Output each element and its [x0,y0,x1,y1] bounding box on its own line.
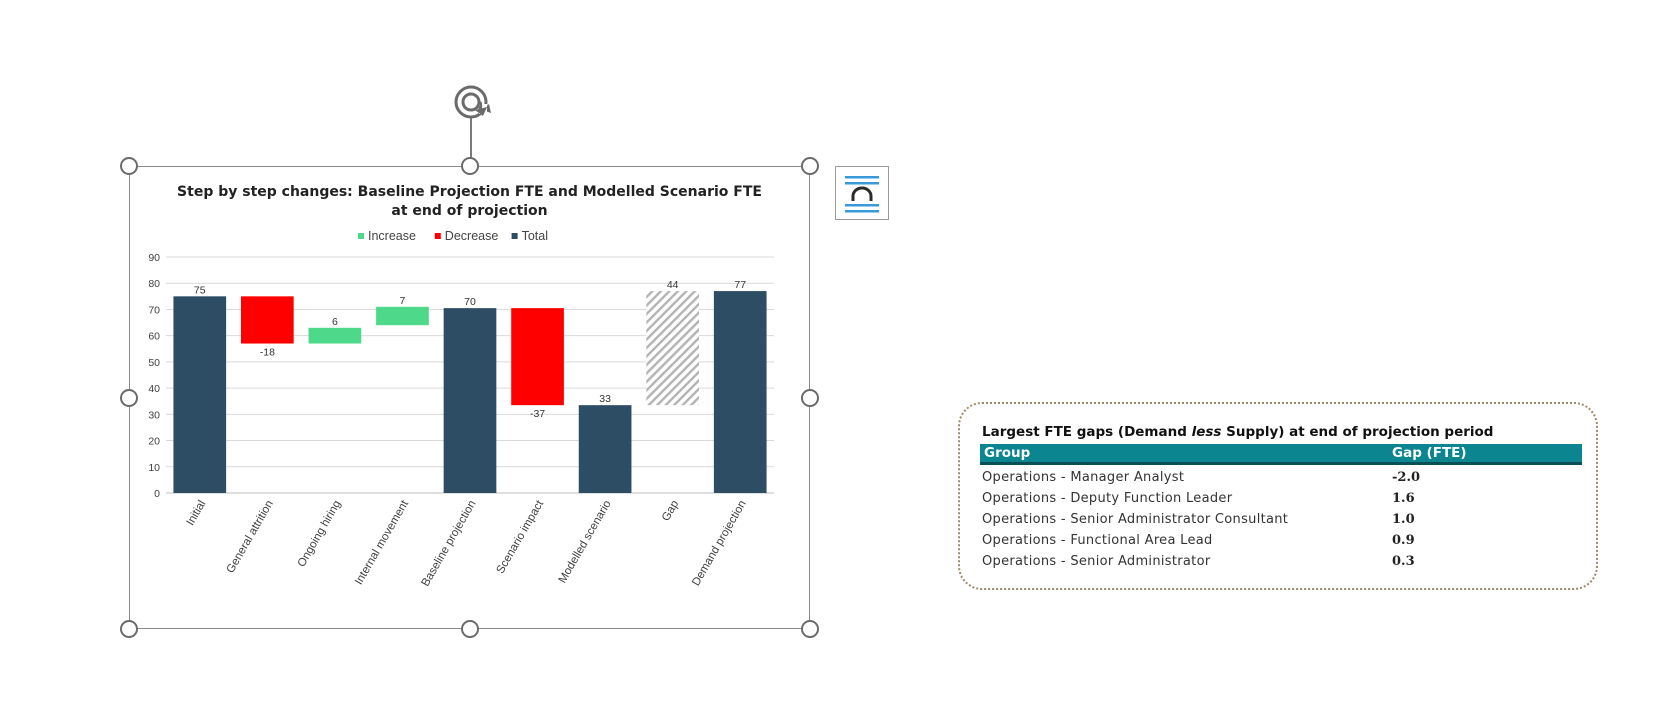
x-tick-label: Initial [185,499,209,528]
table-title-part-1: Largest FTE gaps (Demand [982,424,1192,440]
data-label: 7 [400,295,406,307]
table-row: Operations - Senior Administrator Consul… [980,510,1582,531]
waterfall-chart: Increase Decrease Total 0 10 20 30 40 50 60 70 80 90… [148,229,774,589]
y-tick-label: 60 [148,331,160,343]
chart-object[interactable]: Step by step changes: Baseline Projectio… [129,166,810,629]
table-row: Operations - Senior Administrator 0.3 [980,552,1582,573]
table-title: Largest FTE gaps (Demand less Supply) at… [982,424,1493,440]
y-tick-label: 50 [148,357,160,369]
resize-handle-left[interactable] [120,389,138,407]
y-tick-label: 90 [148,252,160,264]
column-header-gap: Gap (FTE) [1392,445,1467,461]
resize-handle-top[interactable] [461,157,479,175]
bar-general-attrition [240,296,294,344]
x-tick-label: Demand projection [690,499,749,589]
legend-label-decrease: Decrease [445,229,499,243]
layout-options-icon [845,176,879,213]
y-tick-label: 80 [148,278,160,290]
bar-baseline-projection [443,308,497,493]
legend-swatch-increase [358,233,364,239]
resize-handle-bottom[interactable] [461,620,479,638]
data-label: 44 [667,279,679,291]
data-label: 75 [194,284,206,296]
resize-handle-bottom-right[interactable] [801,620,819,638]
y-tick-label: 70 [148,304,160,316]
bar-scenario-impact [511,308,564,406]
chart-title-line-2: at end of projection [391,203,548,219]
x-tick-label: Scenario impact [495,498,547,576]
bar-demand-projection [713,291,767,493]
resize-handle-top-right[interactable] [801,157,819,175]
bar-gap [646,291,700,406]
resize-handle-top-left[interactable] [120,157,138,175]
y-tick-label: 0 [154,488,160,500]
table-title-italic: less [1191,424,1222,440]
table-row: Operations - Functional Area Lead 0.9 [980,531,1582,552]
row-gap: 1.6 [1392,491,1415,506]
bar-initial [173,296,227,493]
legend-swatch-total [511,233,518,239]
y-tick-label: 40 [148,383,160,395]
table-row: Operations - Manager Analyst -2.0 [980,468,1582,489]
table-row: Operations - Deputy Function Leader 1.6 [980,489,1582,510]
x-tick-label: General attrition [225,499,276,576]
data-label: -18 [260,347,275,359]
bar-internal-movement [376,306,429,326]
x-tick-label: Internal movement [353,498,411,587]
resize-handle-right[interactable] [801,389,819,407]
data-label: 77 [734,279,746,291]
chart-title: Step by step changes: Baseline Projectio… [130,183,809,221]
data-label: 70 [464,296,476,308]
row-group: Operations - Senior Administrator Consul… [982,512,1289,527]
row-group: Operations - Functional Area Lead [982,533,1213,548]
x-tick-label: Ongoing hiring [296,499,344,570]
row-group: Operations - Senior Administrator [982,554,1211,569]
fte-gap-table[interactable]: Largest FTE gaps (Demand less Supply) at… [958,402,1598,590]
column-header-group: Group [984,445,1031,461]
row-gap: 1.0 [1392,512,1415,527]
resize-handle-bottom-left[interactable] [120,620,138,638]
row-group: Operations - Deputy Function Leader [982,491,1233,506]
row-group: Operations - Manager Analyst [982,470,1185,485]
legend-label-total: Total [522,229,548,243]
x-tick-label: Baseline projection [420,499,479,589]
legend-swatch-decrease [434,233,441,239]
rotate-handle[interactable] [449,80,493,124]
bar-modelled-scenario [578,405,632,493]
layout-options-button[interactable] [835,166,889,220]
data-label: 33 [599,393,611,405]
row-gap: 0.9 [1392,533,1415,548]
chart-title-line-1: Step by step changes: Baseline Projectio… [177,184,762,200]
x-tick-label: Modelled scenario [557,498,614,585]
bar-ongoing-hiring [308,327,362,344]
y-tick-label: 10 [148,462,160,474]
rotate-stem [470,118,472,164]
rotate-icon [454,85,491,119]
y-tick-label: 30 [148,409,160,421]
y-tick-label: 20 [148,436,160,448]
table-header: Group Gap (FTE) [980,444,1582,465]
data-label: -37 [530,408,545,420]
row-gap: -2.0 [1392,470,1421,485]
row-gap: 0.3 [1392,554,1415,569]
data-label: 6 [332,316,338,328]
legend-label-increase: Increase [368,229,416,243]
table-title-part-2: Supply) at end of projection period [1221,424,1494,440]
x-tick-label: Gap [660,499,681,524]
